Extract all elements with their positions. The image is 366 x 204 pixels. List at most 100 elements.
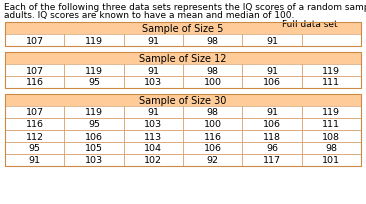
- Text: 103: 103: [144, 120, 163, 129]
- Bar: [302, 77, 361, 89]
- Text: 100: 100: [203, 120, 222, 129]
- Text: 106: 106: [203, 144, 222, 153]
- Text: Sample of Size 12: Sample of Size 12: [139, 54, 227, 64]
- Text: 98: 98: [325, 144, 337, 153]
- Text: 103: 103: [85, 156, 103, 165]
- Bar: [242, 77, 302, 89]
- Text: 91: 91: [147, 36, 159, 45]
- Bar: [64, 35, 124, 47]
- Text: 91: 91: [266, 108, 278, 117]
- Bar: [242, 106, 302, 118]
- Bar: [242, 142, 302, 154]
- Text: 119: 119: [85, 108, 103, 117]
- Bar: [242, 35, 302, 47]
- Text: 119: 119: [322, 108, 340, 117]
- Bar: [124, 154, 183, 166]
- Bar: [64, 130, 124, 142]
- Text: 106: 106: [263, 120, 281, 129]
- Bar: [340, 25, 347, 32]
- Text: 111: 111: [322, 78, 340, 87]
- Bar: [5, 35, 64, 47]
- Text: 106: 106: [263, 78, 281, 87]
- Text: 92: 92: [207, 156, 219, 165]
- Text: 103: 103: [144, 78, 163, 87]
- Bar: [124, 77, 183, 89]
- Text: 119: 119: [322, 66, 340, 75]
- Text: Sample of Size 5: Sample of Size 5: [142, 24, 224, 34]
- Bar: [124, 118, 183, 130]
- Bar: [64, 65, 124, 77]
- Text: 119: 119: [85, 36, 103, 45]
- Text: 118: 118: [263, 132, 281, 141]
- Bar: [302, 142, 361, 154]
- Bar: [5, 94, 361, 166]
- Bar: [124, 35, 183, 47]
- Text: 107: 107: [26, 66, 44, 75]
- Text: 91: 91: [147, 108, 159, 117]
- Text: 119: 119: [85, 66, 103, 75]
- Bar: [124, 65, 183, 77]
- Text: 107: 107: [26, 108, 44, 117]
- Bar: [5, 154, 64, 166]
- Text: 116: 116: [26, 120, 44, 129]
- Text: 107: 107: [26, 36, 44, 45]
- Text: 95: 95: [29, 144, 41, 153]
- Text: 91: 91: [266, 66, 278, 75]
- Text: 106: 106: [85, 132, 103, 141]
- Bar: [5, 77, 64, 89]
- Text: 113: 113: [144, 132, 163, 141]
- Bar: [183, 154, 242, 166]
- Bar: [64, 142, 124, 154]
- Text: 111: 111: [322, 120, 340, 129]
- Bar: [183, 106, 242, 118]
- Bar: [124, 130, 183, 142]
- Text: 112: 112: [26, 132, 44, 141]
- Text: 91: 91: [29, 156, 41, 165]
- Bar: [64, 106, 124, 118]
- Text: 98: 98: [207, 36, 219, 45]
- Bar: [183, 118, 242, 130]
- Bar: [5, 142, 64, 154]
- Bar: [5, 53, 361, 89]
- Bar: [5, 53, 361, 65]
- Text: 95: 95: [88, 120, 100, 129]
- Text: 102: 102: [144, 156, 163, 165]
- Text: 91: 91: [147, 66, 159, 75]
- Bar: [5, 94, 361, 106]
- Bar: [5, 23, 361, 47]
- Bar: [183, 142, 242, 154]
- Bar: [64, 154, 124, 166]
- Bar: [5, 130, 64, 142]
- Bar: [5, 106, 64, 118]
- Text: 91: 91: [266, 36, 278, 45]
- Bar: [64, 77, 124, 89]
- Text: 95: 95: [88, 78, 100, 87]
- Bar: [183, 35, 242, 47]
- Text: 117: 117: [263, 156, 281, 165]
- Text: 101: 101: [322, 156, 340, 165]
- Text: 100: 100: [203, 78, 222, 87]
- Bar: [124, 106, 183, 118]
- Bar: [5, 118, 64, 130]
- Bar: [183, 130, 242, 142]
- Bar: [302, 35, 361, 47]
- Bar: [242, 154, 302, 166]
- Text: 108: 108: [322, 132, 340, 141]
- Bar: [5, 23, 361, 35]
- Bar: [242, 65, 302, 77]
- Bar: [124, 142, 183, 154]
- Bar: [5, 65, 64, 77]
- Bar: [242, 130, 302, 142]
- Bar: [302, 118, 361, 130]
- Text: Full data set: Full data set: [282, 20, 337, 29]
- Text: 105: 105: [85, 144, 103, 153]
- Bar: [242, 118, 302, 130]
- Bar: [302, 106, 361, 118]
- Bar: [64, 118, 124, 130]
- Text: 98: 98: [207, 108, 219, 117]
- Bar: [302, 65, 361, 77]
- Text: 96: 96: [266, 144, 278, 153]
- Text: 116: 116: [203, 132, 222, 141]
- Text: Each of the following three data sets represents the IQ scores of a random sampl: Each of the following three data sets re…: [4, 3, 366, 12]
- Bar: [183, 65, 242, 77]
